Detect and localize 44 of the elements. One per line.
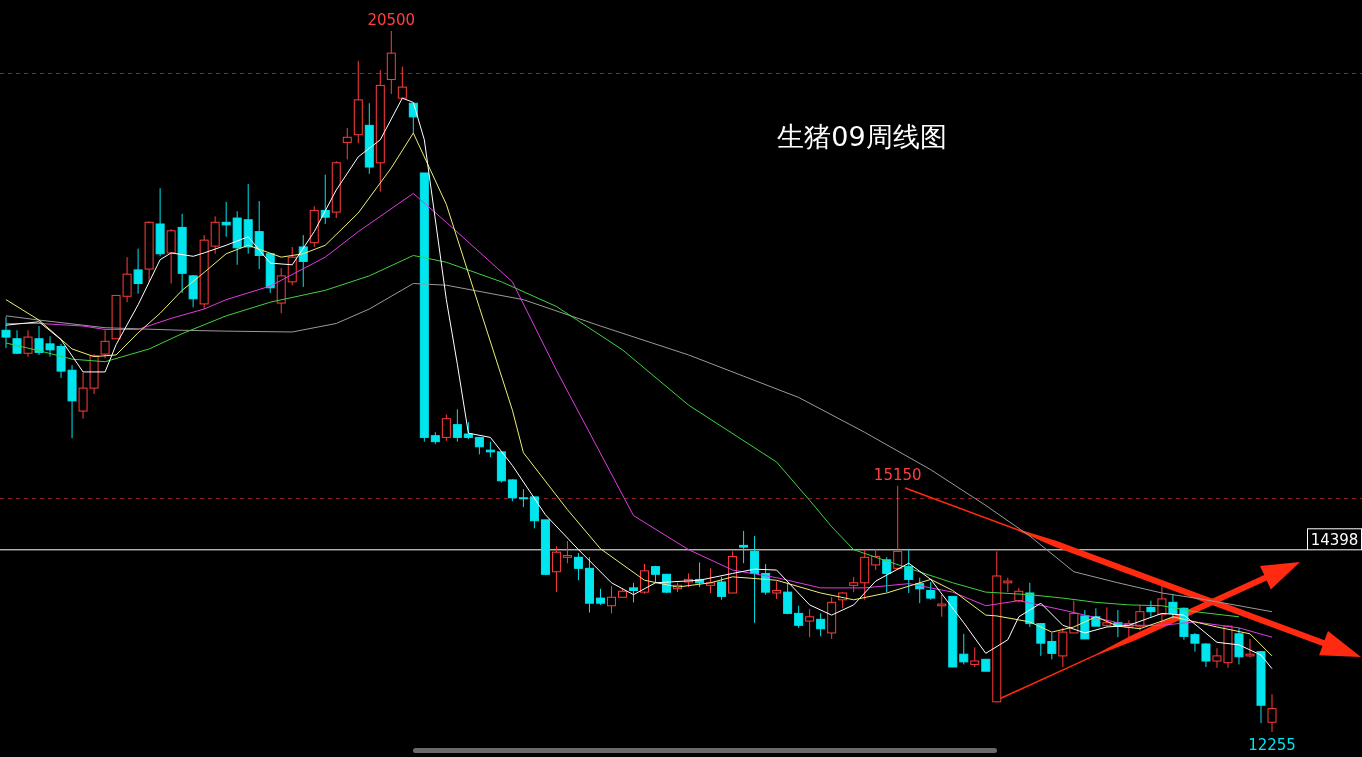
ref-line-label: 14398 <box>1310 530 1359 549</box>
candlestick <box>441 413 451 442</box>
candlestick <box>816 612 826 637</box>
candlestick <box>529 496 539 529</box>
candlestick <box>1146 600 1156 618</box>
candlestick <box>100 329 110 359</box>
candlestick <box>1245 638 1255 659</box>
candlestick <box>629 582 638 603</box>
annotation: 15150 <box>873 465 922 484</box>
candlestick <box>805 608 815 638</box>
candlestick <box>882 556 892 593</box>
candlestick <box>1036 623 1046 657</box>
text: 生猪09周线图 <box>777 121 947 152</box>
candlestick <box>1234 627 1244 665</box>
annotation: 20500 <box>367 11 416 29</box>
candlestick <box>188 274 198 308</box>
annotation: 12255 <box>1248 736 1296 754</box>
candlestick <box>133 248 143 295</box>
candlestick <box>794 605 804 629</box>
candlestick <box>210 215 220 255</box>
candlestick <box>507 478 517 502</box>
candlestick <box>739 530 749 564</box>
candlestick <box>1058 627 1068 668</box>
candlestick <box>1157 585 1167 625</box>
candlestick <box>1047 632 1057 660</box>
candlestick <box>551 545 561 593</box>
candlestick <box>166 228 176 285</box>
candlestick <box>904 549 914 594</box>
candlestick <box>562 540 572 564</box>
candlestick <box>783 582 793 615</box>
candlestick <box>397 66 407 100</box>
candlestick <box>23 329 33 358</box>
candlestick <box>970 646 980 668</box>
candlestick <box>1 316 11 349</box>
candlestick <box>750 535 760 624</box>
candlestick <box>893 485 903 571</box>
candlestick <box>717 576 727 601</box>
candlestick <box>342 127 352 160</box>
candlestick <box>1267 693 1277 733</box>
candlestick <box>452 408 462 443</box>
candlestick <box>937 594 947 618</box>
candlestick <box>606 585 616 614</box>
candlestick <box>573 552 583 581</box>
candlestick <box>959 633 969 665</box>
